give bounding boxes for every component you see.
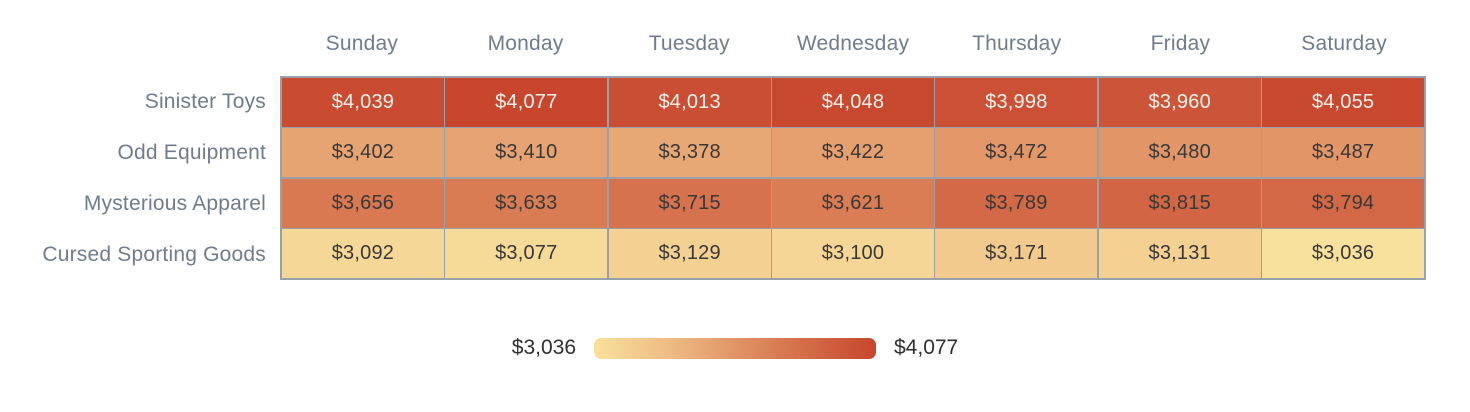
column-header: Friday bbox=[1150, 32, 1211, 55]
heatmap-cell: $3,100 bbox=[772, 229, 934, 278]
column-header: Sunday bbox=[325, 32, 399, 55]
heatmap-cell: $4,048 bbox=[772, 78, 934, 127]
heatmap-cell: $3,487 bbox=[1262, 128, 1424, 178]
heatmap-cell: $3,480 bbox=[1098, 128, 1261, 178]
heatmap-cell: $3,998 bbox=[935, 78, 1098, 127]
heatmap-cell: $3,815 bbox=[1098, 178, 1261, 228]
row-label: Mysterious Apparel bbox=[83, 191, 266, 215]
heatmap-cell: $3,621 bbox=[772, 178, 934, 228]
heatmap-cell: $3,633 bbox=[445, 178, 608, 228]
heatmap-cell: $3,410 bbox=[445, 128, 608, 178]
column-header: Wednesday bbox=[796, 32, 910, 55]
legend-max-label: $4,077 bbox=[894, 336, 959, 359]
heatmap-cell: $4,055 bbox=[1262, 78, 1424, 127]
heatmap-cell: $3,077 bbox=[445, 229, 608, 278]
heatmap-cell: $3,402 bbox=[282, 128, 444, 178]
row-label: Odd Equipment bbox=[117, 140, 266, 164]
legend-gradient-bar bbox=[594, 337, 876, 359]
heatmap-cell: $3,789 bbox=[935, 178, 1098, 228]
heatmap-cell: $4,013 bbox=[608, 78, 771, 127]
column-headers: Sunday Monday Tuesday Wednesday Thursday Frid… bbox=[280, 32, 1426, 56]
heatmap-cell: $4,077 bbox=[445, 78, 608, 127]
heatmap-cell: $4,039 bbox=[282, 78, 444, 127]
heatmap-cell: $3,794 bbox=[1262, 178, 1424, 228]
row-labels: Sinister Toys Odd Equipment Mysterious App… bbox=[0, 76, 266, 280]
heatmap-cell: $3,092 bbox=[282, 229, 444, 278]
column-header: Thursday bbox=[972, 32, 1062, 55]
heatmap-cell: $3,422 bbox=[772, 128, 934, 178]
heatmap-grid: $4,039 $4,077 $4,013 $4,048 $3,998 $3,960 $4,0… bbox=[280, 76, 1426, 280]
heatmap-cell: $3,129 bbox=[608, 229, 771, 278]
row-label: Sinister Toys bbox=[144, 89, 266, 113]
heatmap-cell: $3,131 bbox=[1098, 229, 1261, 278]
row-label: Cursed Sporting Goods bbox=[42, 242, 266, 266]
heatmap-cell: $3,036 bbox=[1262, 229, 1424, 278]
column-header: Monday bbox=[487, 32, 564, 55]
legend-min-label: $3,036 bbox=[511, 336, 576, 359]
heatmap-cell: $3,960 bbox=[1098, 78, 1261, 127]
column-header: Saturday bbox=[1301, 32, 1387, 55]
heatmap-cell: $3,715 bbox=[608, 178, 771, 228]
color-scale-legend: $3,036 $4,077 bbox=[0, 336, 1470, 360]
heatmap-cell: $3,378 bbox=[608, 128, 771, 178]
column-header: Tuesday bbox=[648, 32, 730, 55]
heatmap-cell: $3,656 bbox=[282, 178, 444, 228]
heatmap-cell: $3,472 bbox=[935, 128, 1098, 178]
heatmap-cell: $3,171 bbox=[935, 229, 1098, 278]
